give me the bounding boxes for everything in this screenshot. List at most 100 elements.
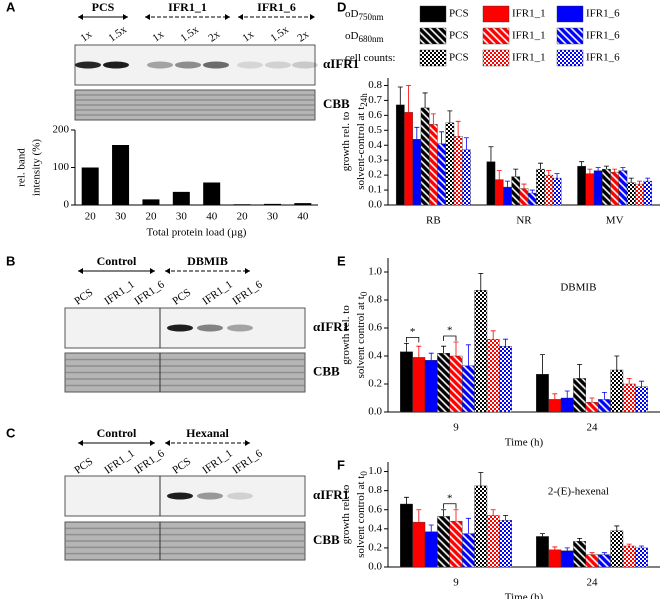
bar (474, 485, 488, 568)
legend-row-label: cell counts: (345, 52, 395, 64)
band (197, 324, 223, 332)
legend-row-text: cell counts: (345, 52, 395, 64)
error-bar (422, 92, 428, 108)
x-tick-label: NR (516, 215, 532, 227)
bar (203, 182, 221, 205)
bar (577, 165, 586, 206)
significance-label: * (410, 326, 416, 338)
error-bar (539, 354, 545, 375)
error-bar (453, 341, 459, 356)
bar (635, 386, 648, 413)
lane-label: IFR1_1 (102, 278, 136, 307)
y-axis-label: growth rel. to (340, 111, 352, 171)
panel-letter: E (337, 253, 346, 268)
group-header: DBMIB (187, 254, 228, 268)
bar (486, 339, 500, 413)
error-bar (564, 547, 570, 551)
bar (437, 143, 446, 206)
x-axis-label: Time (h) (505, 437, 544, 449)
error-bar (428, 352, 434, 361)
error-bar (579, 161, 585, 167)
x-tick-label: 24 (587, 422, 599, 434)
bar (643, 180, 653, 206)
error-bar (465, 344, 471, 366)
bar (560, 550, 574, 568)
significance-label: * (447, 492, 453, 504)
error-bar (428, 524, 434, 532)
error-bar (538, 162, 544, 170)
bar (499, 346, 512, 413)
lane-label: IFR1_1 (200, 278, 234, 307)
bar (395, 104, 405, 206)
bar (437, 516, 451, 568)
legend-row-text: oD (345, 30, 359, 42)
y-tick-label: 0.6 (368, 109, 382, 121)
error-bar (595, 167, 601, 171)
bar (573, 378, 587, 413)
y-axis-label-text: solvent control at t (355, 476, 367, 558)
group-header: IFR1_1 (168, 0, 207, 14)
x-tick-label: RB (426, 215, 441, 227)
error-bar (478, 273, 484, 291)
bar (544, 174, 554, 206)
bar (233, 204, 251, 205)
lane-label: IFR1_1 (102, 447, 136, 476)
y-tick-label: 100 (53, 161, 70, 173)
error-bar (503, 338, 509, 347)
blot-label: αIFR1 (323, 56, 359, 71)
significance-bracket (443, 335, 457, 341)
group-header: IFR1_6 (257, 0, 296, 14)
error-bar (490, 509, 496, 516)
legend-label: IFR1_1 (512, 30, 546, 42)
y-axis-label-sub: 0 (359, 291, 369, 296)
band (197, 492, 223, 500)
lane-label: IFR1_1 (200, 447, 234, 476)
band (227, 324, 253, 332)
error-bar (465, 517, 471, 534)
band (265, 61, 291, 69)
bar (400, 503, 413, 568)
error-bar (639, 545, 645, 548)
error-bar (601, 552, 607, 555)
y-tick-label: 0.8 (368, 294, 382, 306)
error-bar (645, 177, 651, 182)
error-bar (441, 345, 447, 354)
bar (424, 531, 438, 568)
legend-label: IFR1_6 (586, 30, 620, 42)
blot-label: CBB (313, 532, 340, 547)
error-bar (439, 131, 445, 144)
bar (635, 183, 644, 206)
significance-label: * (447, 325, 453, 337)
y-tick-label: 0 (64, 199, 70, 211)
band (147, 61, 173, 69)
legend-label: PCS (449, 8, 469, 20)
blot-label: αIFR1 (313, 487, 349, 502)
error-bar (626, 378, 632, 384)
y-axis-label-text: solvent-control at t (355, 107, 367, 190)
y-tick-label: 0.0 (368, 406, 382, 418)
y-axis-label-sub: 24h (359, 93, 369, 107)
legend-swatch (419, 27, 447, 45)
significance-bracket (406, 337, 420, 343)
error-bar (490, 330, 496, 340)
error-bar (601, 392, 607, 400)
y-axis-label: solvent-control at t24h (355, 93, 370, 190)
annotation: DBMIB (560, 282, 596, 294)
x-tick-label: 20 (145, 211, 157, 223)
legend-row-sub: 750nm (358, 12, 383, 22)
group-header: PCS (92, 0, 115, 14)
error-bar (406, 85, 412, 113)
lane-label: PCS (72, 455, 95, 476)
error-bar (529, 189, 535, 194)
x-tick-label: 40 (297, 211, 309, 223)
error-bar (455, 120, 461, 137)
y-axis-label: intensity (%) (31, 139, 43, 196)
panel-letter: C (6, 425, 16, 440)
panel-letter: A (6, 0, 16, 14)
legend-row-text: oD (345, 8, 359, 20)
error-bar (403, 496, 409, 504)
y-axis-label-sub: 0 (359, 471, 369, 476)
error-bar (496, 170, 502, 180)
legend-swatch (482, 49, 510, 67)
x-axis-label: Total protein load (µg) (147, 227, 247, 239)
